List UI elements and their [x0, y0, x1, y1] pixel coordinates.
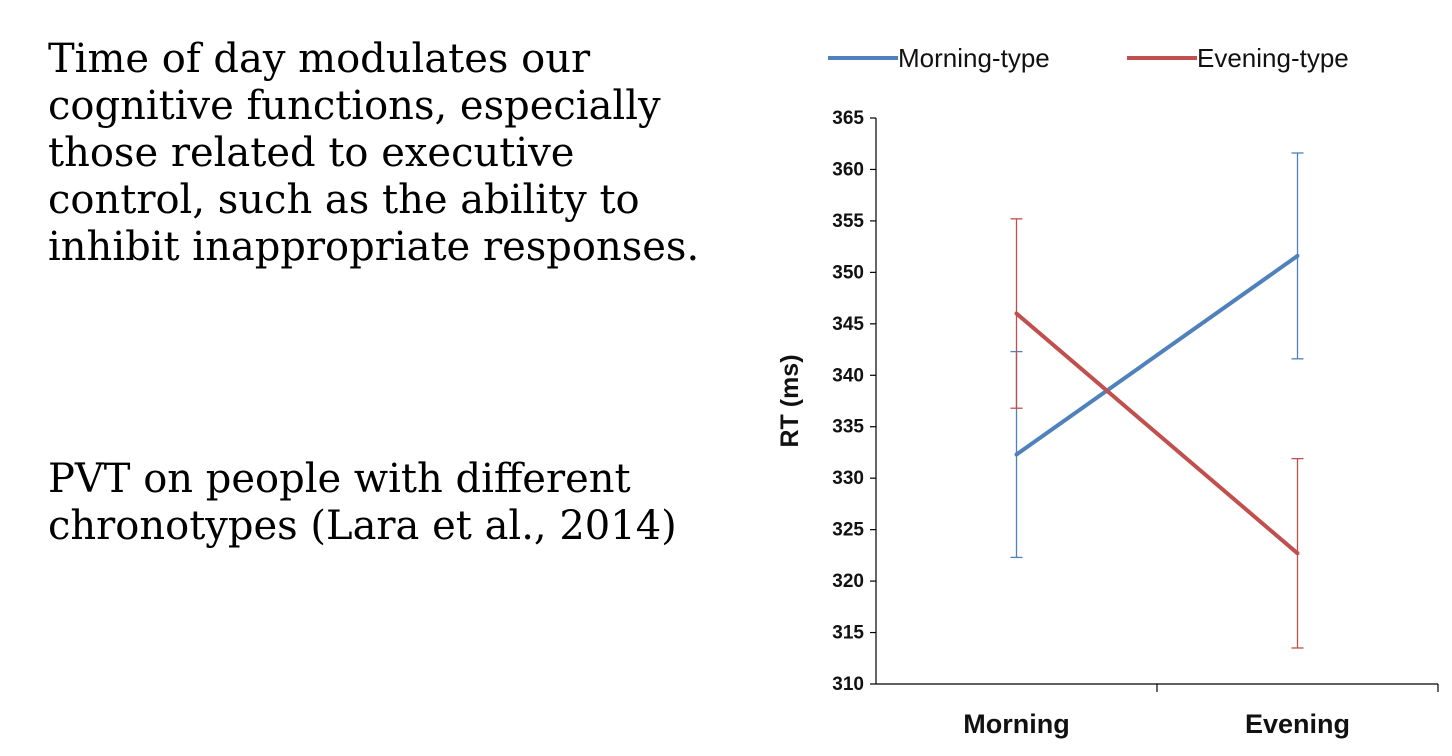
intro-line: Time of day modulates our — [48, 36, 591, 82]
y-tick-label: 325 — [832, 520, 864, 541]
y-tick-label: 315 — [832, 623, 864, 644]
intro-line: control, such as the ability to — [48, 177, 640, 223]
y-tick-label: 345 — [832, 314, 864, 335]
legend-label: Morning-type — [898, 43, 1050, 73]
y-axis-label: RT (ms) — [776, 354, 804, 447]
intro-line: inhibit inappropriate responses. — [48, 224, 700, 270]
y-tick-label: 340 — [832, 365, 864, 386]
y-tick-label: 335 — [832, 417, 864, 438]
study-line: PVT on people with different — [48, 456, 631, 502]
series-line-evening-type — [1015, 312, 1299, 555]
intro-line: cognitive functions, especially — [48, 83, 661, 129]
y-tick-label: 365 — [832, 108, 864, 129]
intro-line: those related to executive — [48, 130, 575, 176]
data-point — [1295, 551, 1300, 556]
data-point — [1014, 452, 1019, 457]
legend-label: Evening-type — [1197, 43, 1349, 73]
intro-paragraph: Time of day modulates our cognitive func… — [48, 36, 748, 271]
y-tick-label: 310 — [832, 674, 864, 695]
series-line-morning-type — [1015, 254, 1299, 457]
x-tick-label: Evening — [1245, 709, 1350, 739]
y-tick-label: 355 — [832, 211, 864, 232]
x-tick-label: Morning — [963, 709, 1069, 739]
y-tick-label: 360 — [832, 159, 864, 180]
data-point — [1295, 253, 1300, 258]
study-line: chronotypes (Lara et al., 2014) — [48, 503, 677, 549]
study-paragraph: PVT on people with different chronotypes… — [48, 456, 748, 550]
data-point — [1014, 311, 1019, 316]
y-tick-label: 350 — [832, 262, 864, 283]
y-tick-label: 320 — [832, 571, 864, 592]
y-tick-label: 330 — [832, 468, 864, 489]
